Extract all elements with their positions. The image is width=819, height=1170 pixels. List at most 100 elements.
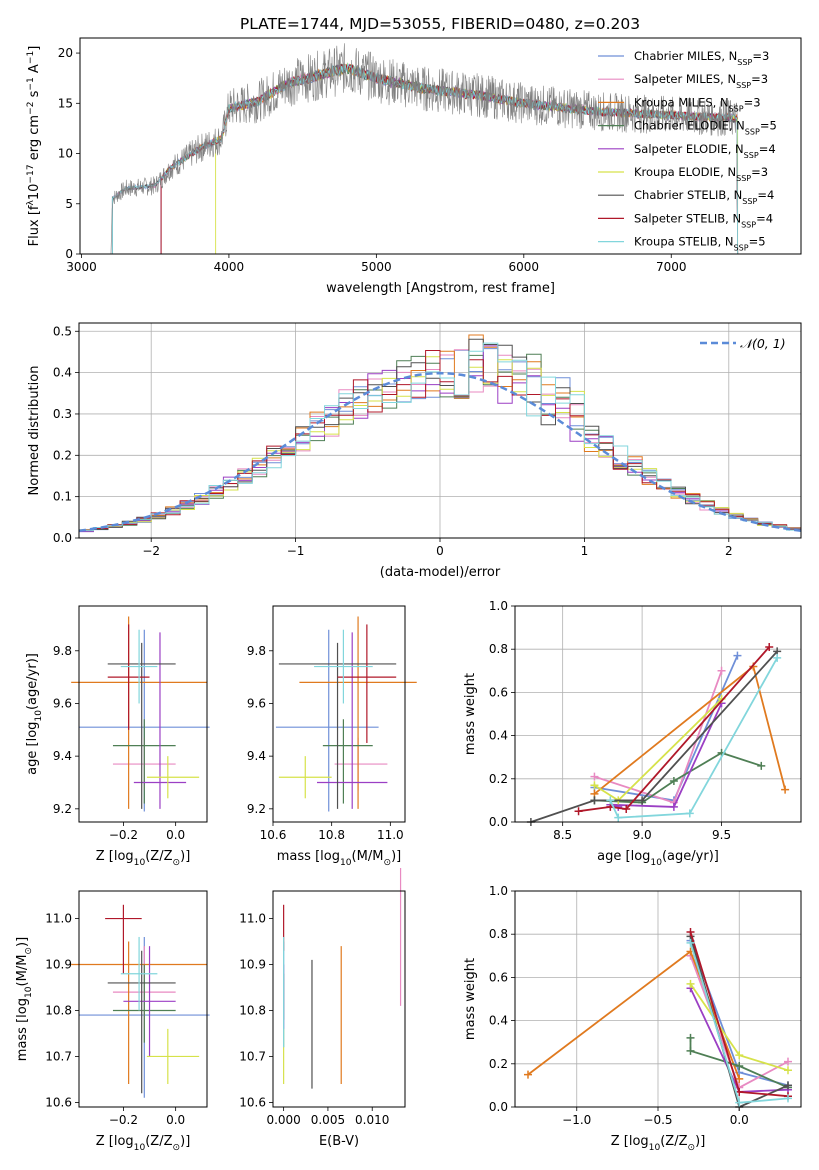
- x-tick-label: 4000: [214, 260, 245, 274]
- y-axis-label: mass weight: [463, 673, 478, 755]
- y-tick-label: 0.8: [489, 927, 508, 941]
- histograms: [79, 334, 801, 534]
- series-point-marker: [733, 651, 742, 660]
- y-tick-label: 9.4: [53, 749, 72, 763]
- legend-label: Chabrier ELODIE, NSSP=5: [634, 119, 777, 137]
- y-tick-label: 9.8: [247, 644, 266, 658]
- y-tick-label: 0.1: [53, 490, 72, 504]
- y-tick-label: 11.0: [45, 912, 72, 926]
- plot-frame: [78, 605, 208, 823]
- series-point-marker: [686, 979, 695, 988]
- x-axis-label: mass [log10(M/M⊙)]: [277, 849, 401, 868]
- y-tick-label: 9.2: [247, 802, 266, 816]
- series-point-marker: [686, 928, 695, 937]
- x-tick-label: 0.010: [355, 1113, 389, 1127]
- legend-label: Kroupa ELODIE, NSSP=3: [634, 165, 768, 183]
- y-tick-label: 10.7: [239, 1049, 266, 1063]
- y-tick-label: 9.6: [247, 696, 266, 710]
- y-tick-label: 9.4: [247, 749, 266, 763]
- y-tick-label: 0.8: [489, 642, 508, 656]
- x-tick-label: 0: [436, 544, 444, 558]
- series-point-marker: [574, 807, 583, 816]
- x-tick-label: −0.5: [643, 1113, 672, 1127]
- x-tick-label: 6000: [509, 260, 540, 274]
- y-axis-label: Normed distribution: [27, 366, 42, 496]
- y-tick-label: 10.8: [239, 1003, 266, 1017]
- histogram-step: [79, 348, 801, 533]
- plot-frame: [78, 890, 208, 1108]
- series-point-marker: [638, 796, 647, 805]
- y-axis-label: mass [log10(M/M⊙)]: [15, 937, 34, 1061]
- x-axis-label: E(B-V): [319, 1134, 359, 1149]
- x-tick-label: 0.0: [730, 1113, 749, 1127]
- series-point-marker: [784, 1081, 792, 1090]
- y-axis-label: mass weight: [463, 958, 478, 1040]
- y-tick-label: 9.6: [53, 696, 72, 710]
- y-tick-label: 9.2: [53, 802, 72, 816]
- x-axis-label: Z [log10(Z/Z⊙)]: [96, 1134, 191, 1153]
- y-tick-label: 10.7: [45, 1049, 72, 1063]
- y-tick-label: 1.0: [489, 884, 508, 898]
- x-tick-label: −0.2: [109, 1113, 138, 1127]
- y-tick-label: 0.2: [53, 448, 72, 462]
- x-tick-label: −1.0: [562, 1113, 591, 1127]
- mass-weight-series-line: [689, 1037, 789, 1089]
- series-point-marker: [735, 1061, 744, 1070]
- figure-title: PLATE=1744, MJD=53055, FIBERID=0480, z=0…: [240, 15, 640, 33]
- y-tick-label: 20: [58, 46, 73, 60]
- x-tick-label: 7000: [656, 260, 687, 274]
- y-tick-label: 0.4: [489, 729, 508, 743]
- plot-frame: [78, 322, 802, 539]
- y-tick-label: 0.0: [489, 815, 508, 829]
- y-axis-label: Flux [fλ10−17 erg cm−2 s−1 A−1]: [26, 46, 42, 247]
- legend-label: 𝒩(0, 1): [740, 336, 786, 351]
- plot-frame: [272, 890, 406, 1108]
- mass-weight-series-line: [610, 702, 723, 808]
- y-tick-label: 0.3: [53, 407, 72, 421]
- legend-label: Kroupa STELIB, NSSP=5: [634, 235, 766, 253]
- y-tick-label: 11.0: [239, 912, 266, 926]
- plot-frame: [272, 605, 406, 823]
- x-tick-label: 10.8: [318, 828, 345, 842]
- mass-weight-series-line: [609, 657, 778, 819]
- y-tick-label: 10.9: [45, 958, 72, 972]
- x-tick-label: 8.5: [553, 828, 572, 842]
- x-tick-label: 0.005: [311, 1113, 345, 1127]
- y-tick-label: 0.4: [53, 366, 72, 380]
- legend-label: Salpeter STELIB, NSSP=4: [634, 211, 773, 229]
- mass-weight-series-line: [593, 698, 723, 802]
- y-tick-label: 0.2: [489, 772, 508, 786]
- plot-frame: [514, 890, 802, 1108]
- model-spectrum-line: [111, 62, 739, 254]
- x-tick-label: 10.6: [260, 828, 287, 842]
- x-tick-label: −1: [287, 544, 305, 558]
- legend-label: Chabrier MILES, NSSP=3: [634, 49, 769, 67]
- x-tick-label: 11.0: [377, 828, 404, 842]
- x-axis-label: wavelength [Angstrom, rest frame]: [326, 281, 555, 296]
- y-tick-label: 10.8: [45, 1003, 72, 1017]
- series-point-marker: [524, 1070, 532, 1079]
- series-point-marker: [590, 781, 599, 790]
- y-tick-label: 10: [58, 147, 73, 161]
- x-tick-label: 0.0: [166, 1113, 185, 1127]
- y-tick-label: 9.8: [53, 644, 72, 658]
- y-tick-label: 0.6: [489, 685, 508, 699]
- series-point-marker: [686, 1046, 695, 1055]
- series-point-marker: [735, 1051, 744, 1060]
- series-point-marker: [622, 805, 631, 814]
- y-tick-label: 10.6: [45, 1095, 72, 1109]
- x-tick-label: 2: [725, 544, 733, 558]
- legend-label: Chabrier STELIB, NSSP=4: [634, 188, 774, 206]
- series-point-marker: [773, 653, 782, 662]
- series-point-marker: [685, 809, 694, 818]
- x-tick-label: 9.5: [712, 828, 731, 842]
- y-tick-label: 10.9: [239, 958, 266, 972]
- series-point-marker: [781, 785, 790, 794]
- observed-spectrum-line: [110, 43, 738, 254]
- series-point-marker: [590, 796, 599, 805]
- y-axis-label: age [log10(age/yr)]: [25, 653, 44, 775]
- series-point-marker: [669, 776, 678, 785]
- y-tick-label: 0: [65, 247, 73, 261]
